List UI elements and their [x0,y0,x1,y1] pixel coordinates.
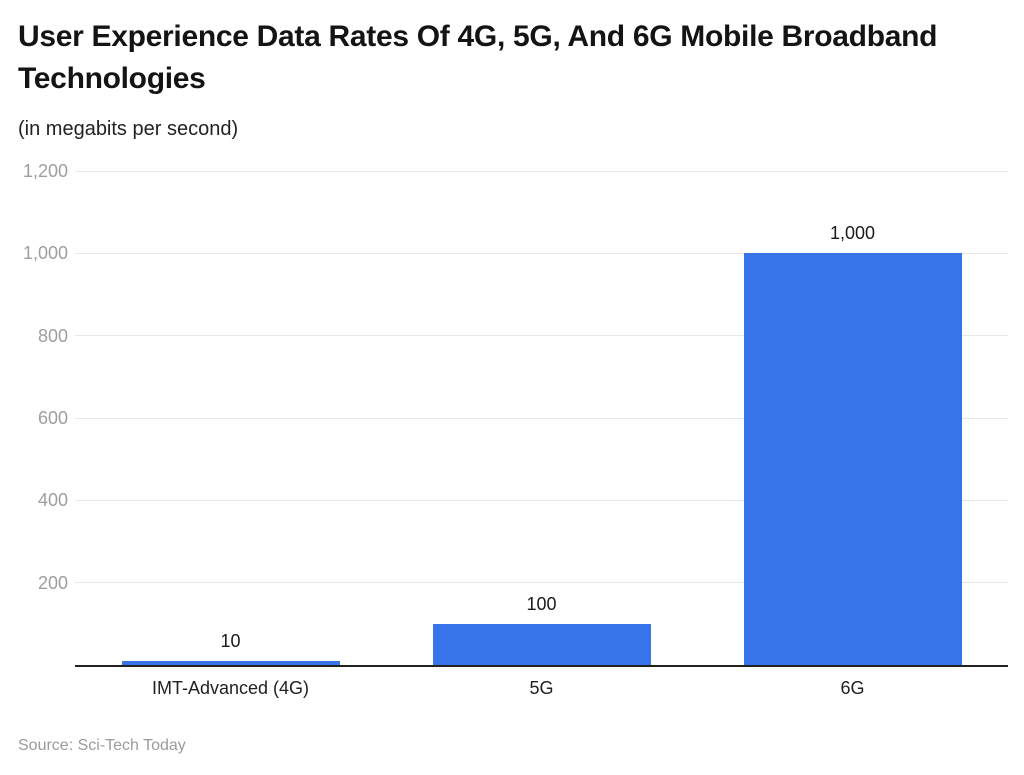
bar [121,660,340,665]
y-tick-label: 200 [37,572,68,593]
bar-value-label: 10 [220,630,241,651]
y-gridline [75,417,1008,419]
y-gridline [75,252,1008,254]
y-tick-label: 400 [37,490,68,511]
y-gridline [75,499,1008,501]
x-category-label: 5G [529,678,554,698]
y-tick-label: 600 [37,408,68,428]
x-axis-line [75,665,1008,667]
x-category-label: 6G [840,678,865,698]
bar [743,253,962,665]
y-gridline [75,582,1008,584]
bar-value-label: 100 [526,593,557,614]
y-tick-label: 1,200 [22,161,68,181]
bar-value-label: 1,000 [829,223,876,244]
x-category-label: IMT-Advanced (4G) [151,678,310,698]
y-tick-label: 800 [37,325,68,346]
y-tick-label: 1,000 [22,243,68,264]
y-gridline [75,335,1008,337]
y-gridline [75,170,1008,172]
source-label: Source: Sci-Tech Today [18,737,186,754]
bar [432,623,651,665]
chart-subtitle: (in megabits per second) [18,118,239,140]
chart-title: User Experience Data Rates Of 4G, 5G, An… [18,20,938,95]
